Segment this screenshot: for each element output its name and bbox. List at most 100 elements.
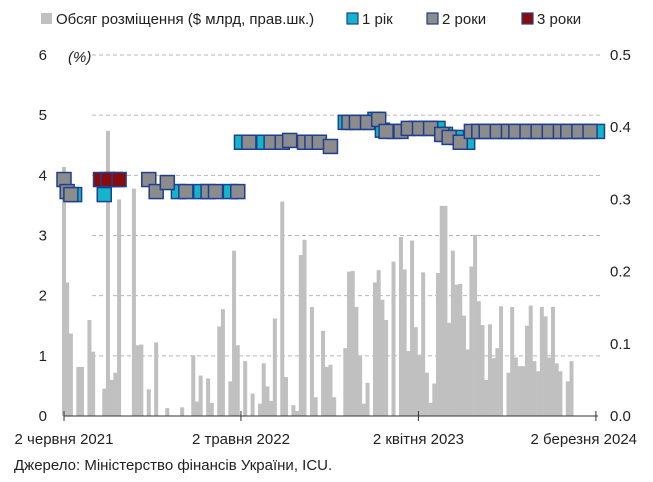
volume-bar [102, 388, 107, 416]
volume-bar [220, 309, 225, 416]
volume-bar [469, 266, 474, 416]
volume-bar [354, 306, 359, 416]
yield-marker [159, 174, 176, 191]
legend-label: 1 рік [362, 11, 393, 28]
yield-marker [281, 132, 298, 149]
right-y-tick-label: 0.5 [610, 47, 631, 64]
right-y-tick-label: 0.2 [610, 264, 631, 281]
volume-bar [313, 397, 318, 416]
left-y-tick-label: 6 [39, 47, 47, 64]
volume-bar [250, 393, 255, 416]
volume-bar [406, 351, 411, 416]
volume-bar [343, 348, 348, 416]
yield-marker [378, 123, 394, 140]
volume-bar [302, 239, 307, 416]
volume-bar [206, 378, 211, 416]
volume-bar [424, 372, 429, 416]
legend-swatch [426, 12, 439, 25]
volume-bar [113, 372, 118, 416]
x-tick-label: 2 березня 2024 [531, 431, 637, 448]
axes [63, 411, 598, 421]
volume-bar [465, 349, 470, 416]
volume-bar [410, 240, 415, 416]
volume-bar [421, 272, 426, 416]
volume-bar [280, 201, 285, 416]
volume-bar [76, 366, 81, 416]
yield-marker [322, 138, 339, 155]
volume-bar [376, 270, 381, 416]
volume-bar [191, 355, 196, 416]
volume-bar [298, 254, 303, 416]
volume-bar [350, 270, 355, 416]
volume-bar [458, 283, 463, 416]
x-tick-labels: 2 червня 2021 2 травня 2022 2 квітня 2023 2… [15, 431, 637, 448]
volume-bar [269, 400, 274, 416]
x-tick-label: 2 квітня 2023 [373, 431, 464, 448]
volume-bar [165, 408, 170, 416]
yield-marker [178, 183, 194, 200]
right-y-tick-label: 0.4 [610, 119, 631, 136]
volume-bar [487, 324, 492, 416]
volume-bar [235, 345, 240, 416]
gridlines [92, 54, 600, 357]
volume-bar [209, 403, 214, 416]
yield-marker [241, 134, 257, 150]
volume-bar [436, 273, 441, 416]
volume-bar [228, 381, 233, 416]
volume-bar [328, 364, 333, 416]
volume-bar [380, 299, 385, 416]
legend-swatch [521, 12, 534, 25]
volume-bar [131, 188, 136, 416]
volume-bar [135, 345, 140, 416]
yield-marker [230, 183, 246, 200]
volume-bar [513, 357, 518, 416]
volume-bar [480, 325, 485, 416]
volume-bar [372, 282, 377, 416]
legend-swatch [41, 13, 52, 24]
volume-bar [391, 261, 396, 416]
volume-bar [461, 315, 466, 416]
volume-bar [65, 282, 70, 416]
volume-bar [198, 375, 203, 416]
volume-bar [454, 284, 459, 416]
volume-bar [283, 377, 288, 416]
volume-bar [565, 381, 570, 416]
left-y-tick-label: 4 [39, 167, 47, 184]
volume-bar [324, 366, 329, 416]
x-tick-label: 2 червня 2021 [15, 431, 114, 448]
volume-bar [417, 354, 422, 416]
volume-bar [443, 205, 448, 416]
volume-bar [547, 357, 552, 416]
right-y-tick-label: 0.0 [610, 408, 631, 425]
volume-bar [525, 325, 530, 416]
volume-bar [473, 234, 478, 416]
volume-bar [146, 389, 151, 416]
legend-label: 3 роки [537, 11, 581, 28]
volume-bar [105, 130, 110, 416]
volume-bar [109, 379, 114, 416]
volume-bar [510, 306, 515, 416]
volume-bar [550, 306, 555, 416]
volume-bar [428, 403, 433, 416]
volume-bar [243, 361, 248, 416]
volume-bar [384, 319, 389, 416]
volume-bar [517, 366, 522, 416]
yield-marker [111, 171, 127, 188]
volume-bar [258, 403, 263, 416]
volume-bar [321, 330, 326, 416]
legend: Обсяг розміщення ($ млрд, прав.шк.) 1 рік… [41, 11, 581, 28]
volume-bar [539, 306, 544, 416]
volume-bar [347, 271, 352, 416]
left-y-tick-label: 1 [39, 348, 47, 365]
volume-bar [332, 397, 337, 416]
left-y-tick-label: 2 [39, 288, 47, 305]
yield-marker [582, 123, 598, 140]
volume-bar [272, 318, 277, 416]
volume-bar [413, 327, 418, 416]
y-tick-labels: 0 1 2 3 4 5 6 (%) 0.0 0.1 0.2 0.3 0.4 0.5 [39, 47, 631, 425]
volume-bar [543, 316, 548, 416]
right-y-tick-label: 0.3 [610, 191, 631, 208]
volume-bar [495, 348, 500, 416]
volume-bar [450, 250, 455, 416]
